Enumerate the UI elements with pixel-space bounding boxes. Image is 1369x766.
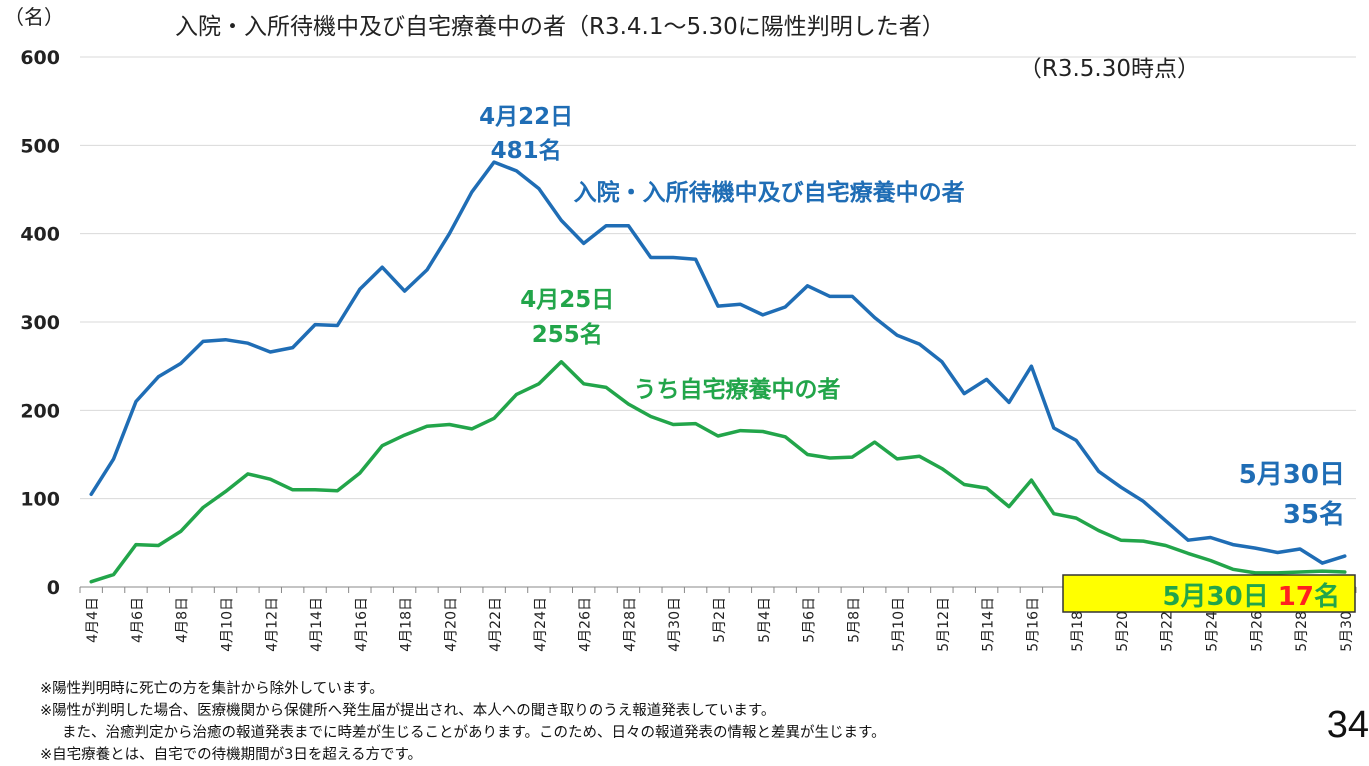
x-tick-label: 4月14日 — [309, 597, 325, 652]
y-tick-label: 200 — [20, 400, 60, 422]
x-tick-label: 4月26日 — [578, 597, 594, 652]
highlight-label: 5月30日 17名 — [1162, 581, 1340, 612]
x-tick-label: 4月28日 — [622, 597, 638, 652]
x-tick-label: 4月18日 — [399, 597, 415, 652]
chart-title: 入院・入所待機中及び自宅療養中の者（R3.4.1～5.30に陽性判明した者） — [175, 14, 945, 40]
x-tick-label: 4月16日 — [354, 597, 370, 652]
footnotes: ※陽性判明時に死亡の方を集計から除外しています。 ※陽性が判明した場合、医療機関… — [40, 678, 886, 766]
page-number: 34 — [1326, 704, 1369, 746]
x-tick-label: 5月2日 — [712, 597, 728, 643]
x-tick-label: 5月12日 — [936, 597, 952, 652]
y-tick-label: 300 — [20, 312, 60, 334]
x-tick-label: 4月22日 — [488, 597, 504, 652]
peak-date-label: 4月22日 — [479, 104, 573, 130]
footnote-2: ※陽性が判明した場合、医療機関から保健所へ発生届が提出され、本人への聞き取りのう… — [40, 703, 776, 719]
highlight-date: 5月30日 — [1162, 582, 1277, 612]
series-line — [89, 160, 1347, 565]
y-axis-ticks: 0 100 200 300 400 500 600 — [20, 47, 60, 599]
y-axis-label: （名） — [4, 5, 64, 29]
latest-count-label: 35名 — [1283, 499, 1345, 530]
y-tick-label: 600 — [20, 47, 60, 69]
x-tick-label: 4月10日 — [220, 597, 236, 652]
x-tick-label: 5月10日 — [891, 597, 907, 652]
x-tick-label: 5月6日 — [802, 597, 818, 643]
highlight-count: 17 — [1278, 582, 1314, 612]
x-tick-label: 5月16日 — [1025, 597, 1041, 652]
y-tick-label: 500 — [20, 135, 60, 157]
peak-count-label: 255名 — [532, 321, 603, 348]
series-line — [89, 360, 1347, 584]
peak-count-label: 481名 — [491, 137, 562, 164]
y-tick-label: 400 — [20, 224, 60, 246]
latest-date-label: 5月30日 — [1239, 460, 1345, 490]
line-chart: 入院・入所待機中及び自宅療養中の者（R3.4.1～5.30に陽性判明した者） （… — [4, 5, 1357, 652]
x-axis: 4月4日 4月6日 4月8日 4月10日 4月12日 4月14日 4月16日 4月18日 4月2… — [79, 586, 1357, 652]
peak-date-label: 4月25日 — [520, 287, 614, 313]
footnote-3: また、治癒判定から治癒の報道発表までに時差が生じることがあります。このため、日々… — [62, 725, 886, 741]
highlight-unit: 名 — [1314, 581, 1340, 612]
chart-subtitle: （R3.5.30時点） — [1019, 56, 1200, 82]
x-tick-label: 4月4日 — [85, 597, 101, 643]
series-lines — [89, 160, 1347, 584]
gridlines — [80, 56, 1356, 500]
x-tick-label: 5月14日 — [981, 597, 997, 652]
x-tick-label: 5月4日 — [757, 597, 773, 643]
series-label: うち自宅療養中の者 — [633, 376, 840, 403]
footnote-1: ※陽性判明時に死亡の方を集計から除外しています。 — [40, 681, 384, 697]
x-tick-label: 4月12日 — [264, 597, 280, 652]
footnote-4: ※自宅療養とは、自宅での待機期間が3日を超える方です。 — [40, 747, 422, 763]
x-tick-label: 4月20日 — [443, 597, 459, 652]
x-tick-label: 5月8日 — [846, 597, 862, 643]
series-label: 入院・入所待機中及び自宅療養中の者 — [574, 179, 965, 206]
x-tick-label: 4月6日 — [130, 597, 146, 643]
y-tick-label: 100 — [20, 489, 60, 511]
highlight-box — [1062, 574, 1356, 613]
x-tick-label: 4月8日 — [175, 597, 191, 643]
x-tick-label: 4月30日 — [667, 597, 683, 652]
x-tick-label: 4月24日 — [533, 597, 549, 652]
y-tick-label: 0 — [47, 577, 60, 599]
